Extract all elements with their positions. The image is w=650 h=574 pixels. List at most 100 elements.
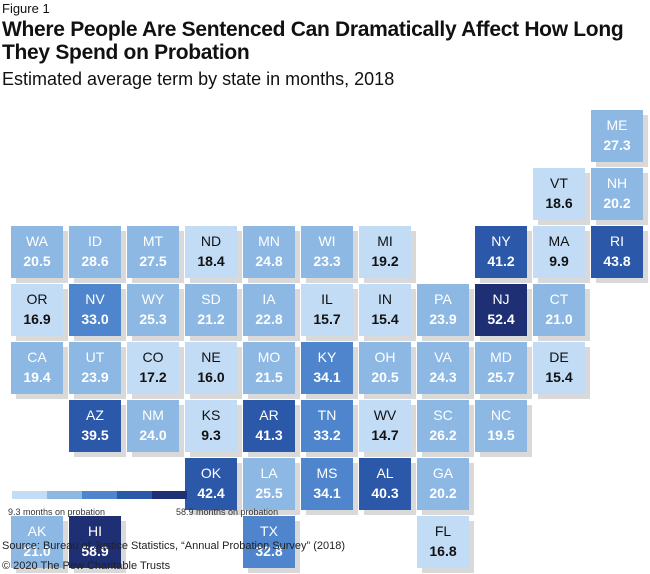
tile-fill bbox=[69, 516, 121, 568]
state-value: 33.0 bbox=[81, 311, 108, 327]
state-value: 20.5 bbox=[371, 369, 398, 385]
state-abbr: AZ bbox=[86, 407, 104, 423]
state-tile-ny: NY 41.2 bbox=[475, 226, 532, 283]
state-value: 28.6 bbox=[81, 253, 108, 269]
state-abbr: WA bbox=[26, 233, 49, 249]
state-tile-il: IL 15.7 bbox=[301, 284, 358, 341]
state-value: 34.1 bbox=[313, 485, 340, 501]
state-tile-ia: IA 22.8 bbox=[243, 284, 300, 341]
state-value: 24.0 bbox=[139, 427, 166, 443]
state-abbr: ME bbox=[607, 117, 628, 133]
state-tile-tn: TN 33.2 bbox=[301, 400, 358, 457]
state-tile-nh: NH 20.2 bbox=[591, 168, 648, 225]
state-tile-la: LA 25.5 bbox=[243, 458, 300, 515]
state-value: 17.2 bbox=[139, 369, 166, 385]
state-abbr: ID bbox=[88, 233, 102, 249]
state-value: 21.0 bbox=[545, 311, 572, 327]
state-abbr: NV bbox=[85, 291, 105, 307]
tile-fill bbox=[11, 516, 63, 568]
tile-fill bbox=[475, 400, 527, 452]
state-value: 15.7 bbox=[313, 311, 340, 327]
state-abbr: NY bbox=[491, 233, 511, 249]
state-abbr: OH bbox=[375, 349, 396, 365]
state-tile-id: ID 28.6 bbox=[69, 226, 126, 283]
tile-fill bbox=[185, 284, 237, 336]
tile-fill bbox=[243, 516, 295, 568]
state-value: 27.5 bbox=[139, 253, 166, 269]
tile-fill bbox=[533, 342, 585, 394]
state-abbr: NJ bbox=[492, 291, 509, 307]
tile-fill bbox=[591, 168, 643, 220]
state-tile-tx: TX 32.8 bbox=[243, 516, 300, 573]
state-value: 39.5 bbox=[81, 427, 108, 443]
state-value: 43.8 bbox=[603, 253, 630, 269]
tile-fill bbox=[11, 284, 63, 336]
state-abbr: AL bbox=[376, 465, 393, 481]
state-abbr: MS bbox=[317, 465, 338, 481]
state-value: 58.9 bbox=[81, 543, 108, 559]
state-abbr: MN bbox=[258, 233, 280, 249]
state-abbr: OR bbox=[27, 291, 48, 307]
legend-swatch-4 bbox=[117, 491, 152, 499]
state-value: 27.3 bbox=[603, 137, 630, 153]
state-value: 52.4 bbox=[487, 311, 514, 327]
state-tile-md: MD 25.7 bbox=[475, 342, 532, 399]
state-abbr: NH bbox=[607, 175, 627, 191]
state-tile-ok: OK 42.4 bbox=[185, 458, 242, 515]
state-tile-pa: PA 23.9 bbox=[417, 284, 474, 341]
state-abbr: IA bbox=[262, 291, 276, 307]
tile-fill bbox=[533, 226, 585, 278]
tile-fill bbox=[301, 458, 353, 510]
state-tile-vt: VT 18.6 bbox=[533, 168, 590, 225]
state-tile-fl: FL 16.8 bbox=[417, 516, 474, 573]
state-value: 18.4 bbox=[197, 253, 224, 269]
tile-fill bbox=[127, 284, 179, 336]
state-value: 33.2 bbox=[313, 427, 340, 443]
source-note: Source: Bureau of Justice Statistics, “A… bbox=[2, 540, 346, 552]
state-tile-wy: WY 25.3 bbox=[127, 284, 184, 341]
state-tile-ne: NE 16.0 bbox=[185, 342, 242, 399]
tile-fill bbox=[475, 226, 527, 278]
tile-fill bbox=[69, 342, 121, 394]
state-tile-ut: UT 23.9 bbox=[69, 342, 126, 399]
tile-fill bbox=[417, 516, 469, 568]
state-value: 25.7 bbox=[487, 369, 514, 385]
state-tile-nv: NV 33.0 bbox=[69, 284, 126, 341]
state-abbr: WV bbox=[374, 407, 397, 423]
state-value: 25.5 bbox=[255, 485, 282, 501]
state-abbr: CA bbox=[27, 349, 47, 365]
tile-fill bbox=[301, 342, 353, 394]
legend-swatch-1 bbox=[12, 491, 47, 499]
tile-fill bbox=[417, 284, 469, 336]
figure-label: Figure 1 bbox=[2, 1, 50, 16]
state-tile-ma: MA 9.9 bbox=[533, 226, 590, 283]
copyright-note: © 2020 The Pew Charitable Trusts bbox=[2, 560, 171, 572]
state-tile-wa: WA 20.5 bbox=[11, 226, 68, 283]
tile-fill bbox=[359, 284, 411, 336]
state-value: 23.9 bbox=[429, 311, 456, 327]
state-value: 19.4 bbox=[23, 369, 50, 385]
state-abbr: WI bbox=[318, 233, 335, 249]
state-abbr: CO bbox=[143, 349, 164, 365]
state-abbr: TN bbox=[318, 407, 337, 423]
tile-fill bbox=[243, 342, 295, 394]
state-tile-ga: GA 20.2 bbox=[417, 458, 474, 515]
tile-fill bbox=[185, 458, 237, 510]
state-abbr: MI bbox=[377, 233, 393, 249]
state-value: 42.4 bbox=[197, 485, 224, 501]
state-abbr: FL bbox=[435, 523, 452, 539]
state-abbr: SC bbox=[433, 407, 452, 423]
tile-fill bbox=[69, 400, 121, 452]
state-tile-ky: KY 34.1 bbox=[301, 342, 358, 399]
state-value: 26.2 bbox=[429, 427, 456, 443]
state-value: 24.8 bbox=[255, 253, 282, 269]
tile-fill bbox=[243, 400, 295, 452]
state-value: 41.2 bbox=[487, 253, 514, 269]
state-abbr: NM bbox=[142, 407, 164, 423]
tile-fill bbox=[185, 400, 237, 452]
tile-fill bbox=[301, 400, 353, 452]
state-abbr: MT bbox=[143, 233, 164, 249]
state-abbr: ND bbox=[201, 233, 221, 249]
state-tile-hi: HI 58.9 bbox=[69, 516, 126, 573]
